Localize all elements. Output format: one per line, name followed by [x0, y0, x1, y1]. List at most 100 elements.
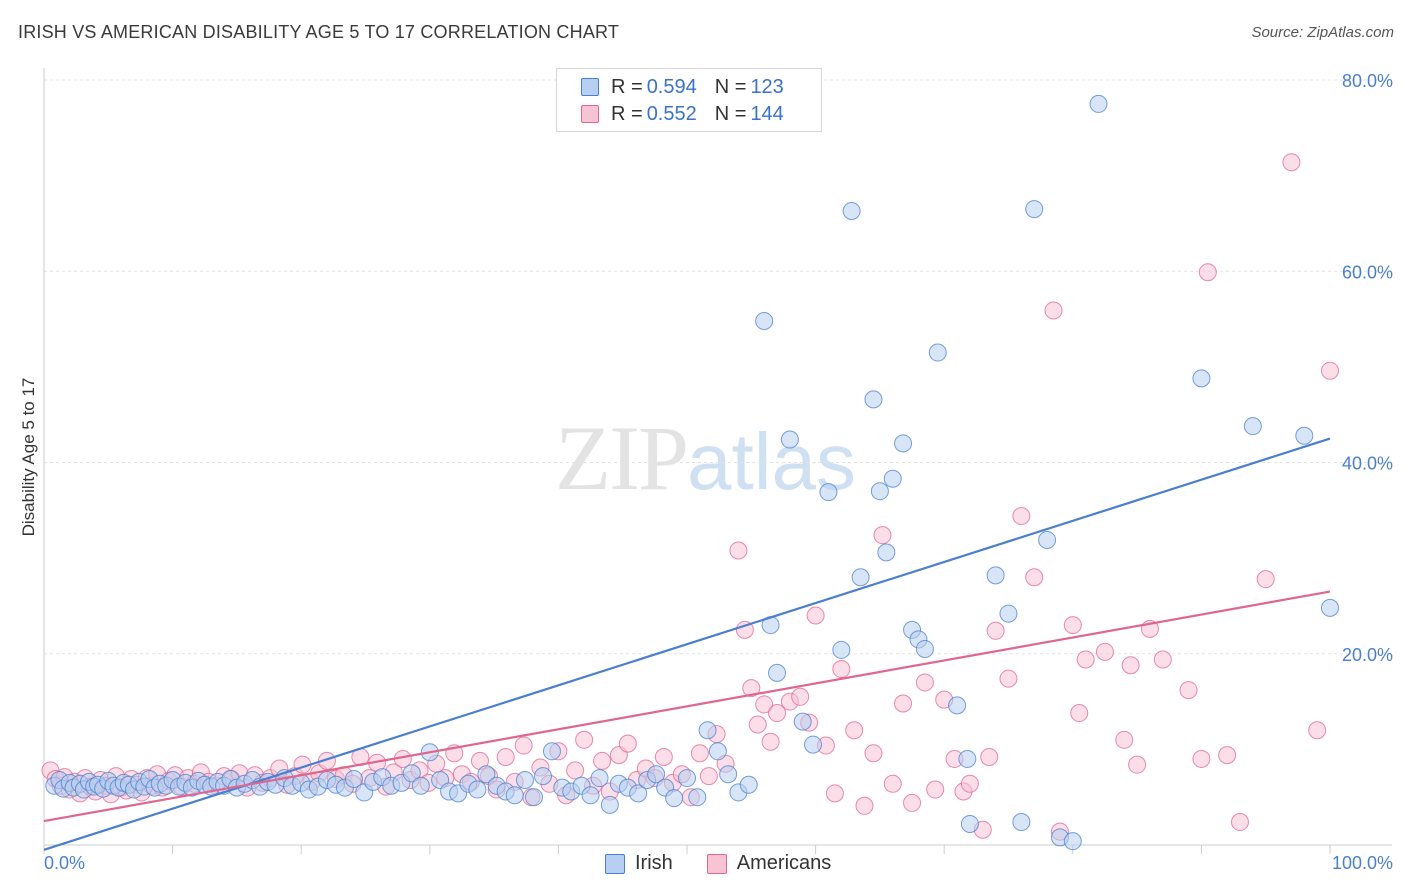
series-legend-irish[interactable]: Irish	[605, 852, 673, 875]
irish-point	[739, 775, 758, 794]
series-legend: Irish Americans	[605, 852, 865, 875]
irish-trend-line	[43, 437, 1331, 851]
irish-point	[647, 765, 666, 784]
legend-r-value: 0.594	[646, 75, 697, 98]
irish-point	[928, 343, 947, 362]
irish-point	[665, 789, 684, 808]
irish-point	[1063, 832, 1082, 851]
americans-point	[864, 744, 883, 763]
americans-point	[1153, 650, 1172, 669]
irish-point	[1038, 530, 1057, 549]
americans-point	[768, 704, 787, 723]
irish-point	[1089, 94, 1108, 113]
americans-point	[791, 687, 810, 706]
legend-row-americans: R = 0.552 N = 144	[581, 101, 784, 127]
americans-point	[618, 734, 637, 753]
americans-point	[1230, 813, 1249, 832]
legend-swatch-americans	[581, 105, 599, 123]
irish-point	[832, 640, 851, 659]
americans-point	[873, 526, 892, 545]
y-tick-label: 20.0%	[1342, 645, 1393, 665]
americans-point	[894, 694, 913, 713]
americans-point	[1115, 730, 1134, 749]
americans-point	[960, 774, 979, 793]
irish-point	[505, 786, 524, 805]
legend-row-irish: R = 0.594 N = 123	[581, 74, 784, 100]
axes	[43, 68, 1392, 854]
americans-point	[1044, 301, 1063, 320]
irish-point	[402, 764, 421, 783]
irish-point	[819, 483, 838, 502]
irish-point	[719, 765, 738, 784]
irish-point	[755, 311, 774, 330]
legend-r-label: R =	[611, 102, 643, 125]
irish-point	[804, 735, 823, 754]
y-tick-label: 60.0%	[1342, 262, 1393, 282]
americans-point	[926, 780, 945, 799]
americans-point	[832, 660, 851, 679]
americans-point	[883, 774, 902, 793]
irish-point	[515, 770, 534, 789]
irish-point	[915, 639, 934, 658]
americans-point	[317, 751, 336, 770]
americans-point	[915, 673, 934, 692]
irish-point	[678, 769, 696, 788]
americans-point	[1308, 721, 1327, 740]
irish-point	[542, 742, 561, 761]
irish-point	[1025, 200, 1044, 219]
irish-point	[870, 482, 889, 501]
irish-point	[698, 721, 717, 740]
irish-point	[1192, 369, 1211, 388]
irish-point	[600, 795, 619, 814]
irish-point	[1321, 598, 1339, 617]
series-label-americans: Americans	[736, 852, 832, 874]
series-legend-americans[interactable]: Americans	[706, 852, 832, 875]
americans-point	[566, 761, 585, 780]
irish-point	[581, 786, 600, 805]
americans-point	[761, 732, 780, 751]
irish-point	[1012, 813, 1031, 832]
americans-point	[514, 736, 533, 755]
irish-point	[864, 390, 883, 409]
irish-point	[708, 742, 727, 761]
tick-labels: 20.0% 40.0% 60.0% 80.0% 0.0% 100.0% Disability…	[19, 71, 1393, 873]
watermark: ZIPatlas	[555, 405, 856, 511]
americans-point	[1128, 755, 1147, 774]
americans-point	[1063, 616, 1082, 635]
irish-point	[1295, 426, 1314, 445]
irish-point	[344, 770, 363, 789]
americans-trend-line	[43, 590, 1331, 823]
americans-point	[1256, 570, 1275, 589]
correlation-legend: R = 0.594 N = 123 R = 0.552 N = 144	[556, 68, 822, 132]
irish-point	[793, 712, 812, 731]
y-tick-label: 40.0%	[1342, 454, 1393, 474]
irish-point	[590, 769, 609, 788]
americans-point	[690, 744, 709, 763]
x-tick-label: 100.0%	[1332, 853, 1393, 873]
americans-point	[735, 620, 754, 639]
irish-point	[768, 663, 787, 682]
legend-n-value: 123	[750, 75, 784, 98]
americans-point	[755, 695, 774, 714]
irish-point	[999, 604, 1018, 623]
irish-point	[1243, 417, 1262, 436]
americans-point	[986, 621, 1005, 640]
irish-point	[877, 543, 896, 562]
irish-point	[948, 696, 967, 715]
irish-point	[986, 566, 1005, 585]
series-swatch-irish	[605, 853, 625, 874]
irish-point	[411, 776, 430, 795]
x-tick-label: 0.0%	[44, 853, 85, 873]
irish-point	[960, 814, 979, 833]
irish-point	[533, 767, 552, 786]
grid-lines	[44, 79, 1392, 655]
americans-point	[1095, 642, 1114, 661]
americans-point	[999, 669, 1018, 688]
americans-point	[1070, 704, 1089, 723]
irish-point	[477, 765, 496, 784]
watermark-zip: ZIP	[555, 407, 689, 509]
americans-point	[903, 793, 922, 812]
americans-point	[593, 751, 612, 770]
americans-point	[1076, 650, 1095, 669]
